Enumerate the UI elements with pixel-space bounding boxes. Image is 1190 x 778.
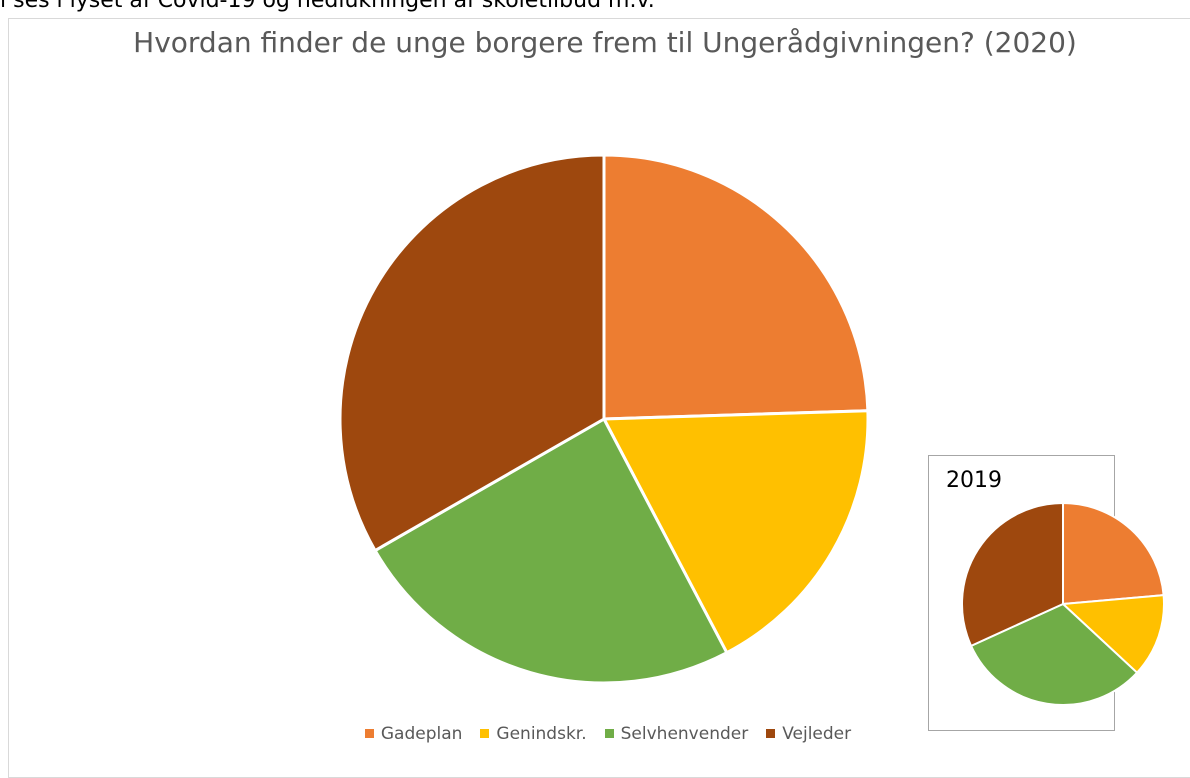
pie-slice	[602, 153, 870, 421]
legend-item: Selvhenvender	[604, 724, 749, 744]
legend-swatch	[364, 729, 374, 738]
legend-swatch	[766, 729, 776, 738]
pie-slice	[1062, 502, 1165, 605]
inset-title: 2019	[946, 468, 1002, 493]
pie-slice	[373, 417, 729, 685]
pie-slice	[602, 409, 870, 655]
legend-swatch	[604, 729, 614, 738]
pie-slice	[961, 502, 1064, 647]
legend-item: Genindskr.	[480, 724, 587, 744]
pie-slice	[338, 153, 606, 553]
document-text: i ses i lyset af Covid-19 og nedlukninge…	[0, 0, 655, 13]
legend-item: Vejleder	[766, 724, 851, 744]
legend-item: Gadeplan	[364, 724, 463, 744]
legend-label: Genindskr.	[496, 724, 587, 744]
chart-title: Hvordan finder de unge borgere frem til …	[133, 26, 1077, 59]
legend-label: Gadeplan	[380, 724, 463, 744]
legend-label: Vejleder	[782, 724, 852, 744]
legend: Gadeplan Genindskr. Selvhenvender Vejleder	[0, 724, 1190, 744]
legend-label: Selvhenvender	[620, 724, 749, 744]
pie-slice	[970, 603, 1139, 706]
pie-slice	[1062, 594, 1165, 674]
legend-swatch	[480, 729, 490, 738]
